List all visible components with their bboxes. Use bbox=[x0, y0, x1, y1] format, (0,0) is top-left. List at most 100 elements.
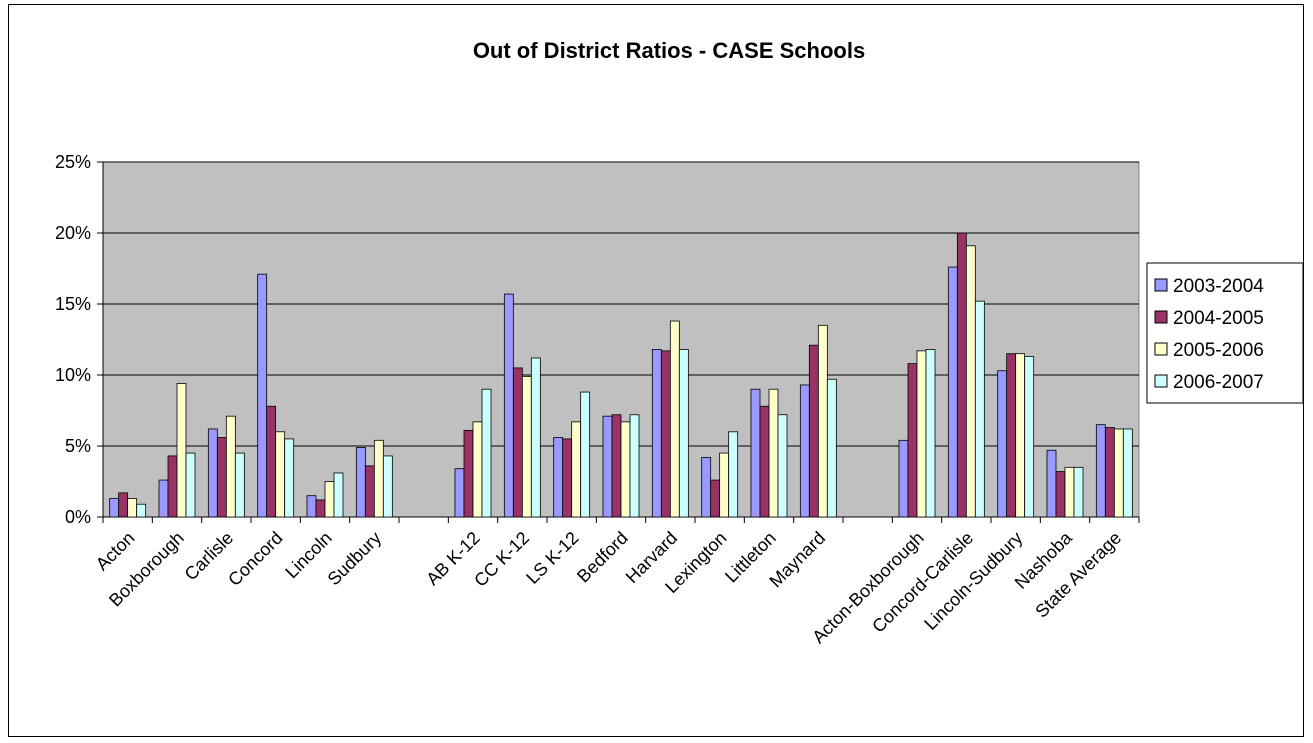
bar bbox=[275, 431, 286, 518]
bar bbox=[629, 414, 640, 518]
legend-swatch bbox=[1154, 310, 1168, 324]
bar bbox=[521, 376, 532, 518]
bar bbox=[808, 344, 819, 518]
bar bbox=[512, 367, 523, 518]
bar bbox=[364, 465, 375, 518]
bar bbox=[109, 498, 120, 518]
bar bbox=[207, 428, 218, 518]
bar bbox=[324, 481, 335, 518]
y-tick-label: 20% bbox=[55, 223, 91, 243]
bar bbox=[997, 370, 1008, 518]
bar bbox=[1113, 428, 1124, 518]
bar bbox=[750, 388, 761, 518]
bar bbox=[580, 391, 591, 518]
bar bbox=[1104, 427, 1115, 518]
bar bbox=[907, 363, 918, 518]
bar bbox=[620, 421, 631, 518]
legend-swatch bbox=[1154, 278, 1168, 292]
legend-box bbox=[1146, 262, 1304, 404]
bar bbox=[463, 429, 474, 518]
bar bbox=[136, 503, 147, 518]
bar bbox=[553, 437, 564, 518]
bar bbox=[1024, 356, 1035, 518]
bar bbox=[925, 349, 936, 518]
legend-label: 2004-2005 bbox=[1173, 308, 1264, 329]
chart-svg: Out of District Ratios - CASE Schools 0%… bbox=[55, 38, 1304, 647]
bar bbox=[777, 414, 788, 518]
bar bbox=[257, 273, 268, 518]
bar bbox=[185, 452, 196, 518]
x-category-label: LS K-12 bbox=[522, 528, 582, 588]
bar bbox=[118, 492, 129, 518]
bar bbox=[454, 468, 465, 518]
bar bbox=[651, 349, 662, 518]
bar bbox=[503, 293, 514, 518]
legend-swatch bbox=[1154, 342, 1168, 356]
bar bbox=[355, 447, 366, 518]
bar bbox=[1095, 424, 1106, 518]
y-tick-label: 25% bbox=[55, 152, 91, 172]
y-tick-label: 15% bbox=[55, 294, 91, 314]
bar bbox=[1122, 428, 1133, 518]
bar bbox=[759, 405, 770, 518]
plot-area: 0%5%10%15%20%25%ActonBoxboroughCarlisleC… bbox=[55, 152, 1140, 647]
bar bbox=[481, 388, 492, 518]
x-category-label: Bedford bbox=[573, 528, 632, 587]
legend-label: 2006-2007 bbox=[1173, 372, 1264, 393]
bar bbox=[1046, 449, 1057, 518]
bar bbox=[234, 452, 245, 518]
bar bbox=[678, 349, 689, 518]
bar bbox=[373, 439, 384, 518]
bar bbox=[719, 452, 730, 518]
bar bbox=[602, 415, 613, 518]
legend: 2003-2004 2004-2005 2005-2006 2006-2007 bbox=[1146, 262, 1304, 404]
x-category-label: Acton bbox=[92, 528, 139, 575]
bar bbox=[660, 350, 671, 518]
y-tick-label: 0% bbox=[65, 507, 91, 527]
bar bbox=[768, 388, 779, 518]
bar bbox=[611, 414, 622, 518]
bar bbox=[956, 232, 967, 518]
bar bbox=[315, 499, 326, 518]
legend-swatch bbox=[1154, 374, 1168, 388]
bar bbox=[382, 455, 393, 518]
bar bbox=[1015, 353, 1026, 518]
bar bbox=[176, 383, 187, 518]
bar bbox=[158, 479, 169, 518]
bar bbox=[225, 415, 236, 518]
chart-frame: Out of District Ratios - CASE Schools 0%… bbox=[8, 4, 1304, 737]
bar bbox=[728, 431, 739, 518]
bar bbox=[167, 455, 178, 518]
bar bbox=[826, 378, 837, 518]
bar bbox=[284, 438, 295, 518]
bar bbox=[669, 320, 680, 518]
bar bbox=[1064, 466, 1075, 518]
x-category-label: Sudbury bbox=[324, 528, 386, 590]
legend-label: 2005-2006 bbox=[1173, 340, 1264, 361]
bar bbox=[710, 479, 721, 518]
y-tick-label: 5% bbox=[65, 436, 91, 456]
bar bbox=[266, 405, 277, 518]
bar bbox=[1073, 466, 1084, 518]
x-category-label: Concord bbox=[224, 528, 286, 590]
bar bbox=[799, 384, 810, 518]
chart-title: Out of District Ratios - CASE Schools bbox=[473, 38, 865, 63]
x-category-label: CC K-12 bbox=[470, 528, 533, 591]
bar bbox=[562, 438, 573, 518]
bar bbox=[530, 357, 541, 518]
bar bbox=[333, 472, 344, 518]
bar bbox=[916, 350, 927, 518]
bar bbox=[947, 266, 958, 518]
bar bbox=[974, 300, 985, 518]
bar bbox=[1055, 471, 1066, 518]
bar bbox=[898, 439, 909, 518]
bar bbox=[472, 421, 483, 518]
bar bbox=[127, 498, 138, 518]
bar bbox=[216, 437, 227, 518]
bar bbox=[1006, 353, 1017, 518]
bar bbox=[571, 421, 582, 518]
bar bbox=[817, 324, 828, 518]
y-tick-label: 10% bbox=[55, 365, 91, 385]
bar bbox=[965, 245, 976, 518]
legend-label: 2003-2004 bbox=[1173, 276, 1264, 297]
